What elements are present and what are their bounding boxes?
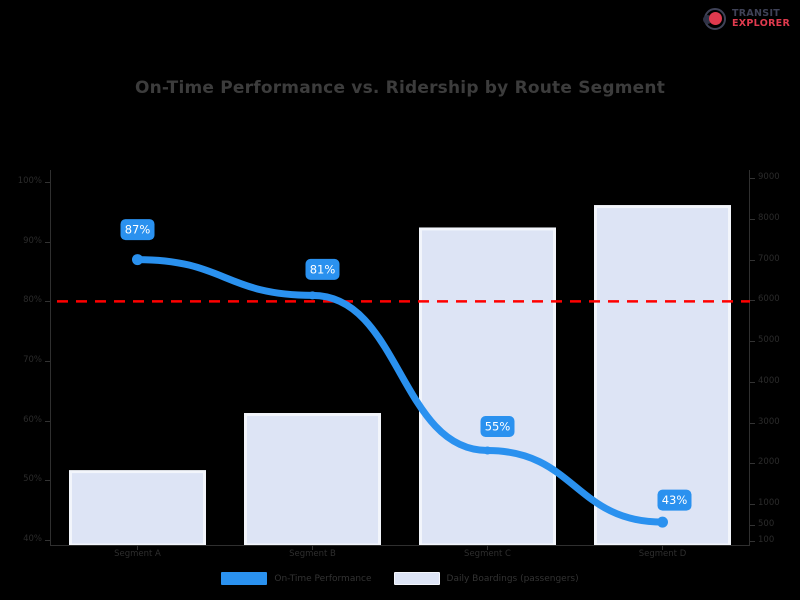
y-left-tick-mark-2 bbox=[45, 241, 50, 243]
y-left-tick-label-4: 70% bbox=[23, 355, 42, 365]
y-left-tick-label-1: 100% bbox=[17, 176, 42, 186]
data-label-badge-4: 43% bbox=[657, 489, 692, 511]
y-left-tick-mark-3 bbox=[45, 301, 50, 303]
bar-2 bbox=[244, 413, 381, 545]
y-right-tick-mark-6 bbox=[750, 381, 755, 383]
x-tick-label-1: Segment A bbox=[114, 549, 161, 559]
brand-logo-wordmark: TRANSIT EXPLORER bbox=[732, 9, 790, 29]
badge-text-2: 81% bbox=[310, 262, 336, 276]
bar-series-group bbox=[69, 205, 731, 545]
y-left-tick-mark-7 bbox=[45, 540, 50, 541]
x-axis-line bbox=[50, 545, 750, 546]
x-tick-label-2: Segment B bbox=[289, 549, 336, 559]
data-label-badge-3: 55% bbox=[480, 416, 515, 437]
legend-label-line: On-Time Performance bbox=[274, 573, 372, 584]
bar-1 bbox=[69, 470, 206, 545]
x-tick-mark-1 bbox=[137, 545, 138, 550]
y-right-tick-label-7: 3000 bbox=[758, 416, 780, 427]
x-tick-label-3: Segment C bbox=[464, 549, 511, 559]
line-series-group bbox=[132, 254, 668, 528]
y-left-tick-label-7: 40% bbox=[23, 534, 42, 544]
data-label-group: 87% 81% 55% 43% bbox=[120, 219, 692, 511]
badge-text-1: 87% bbox=[125, 223, 151, 237]
y-right-tick-mark-8 bbox=[750, 463, 755, 465]
y-left-tick-label-5: 60% bbox=[23, 414, 42, 425]
y-right-tick-label-1: 9000 bbox=[758, 172, 780, 182]
x-tick-mark-2 bbox=[312, 545, 313, 550]
y-right-tick-label-4: 6000 bbox=[758, 294, 780, 305]
legend-item-bar[interactable]: Daily Boardings (passengers) bbox=[393, 572, 579, 585]
data-label-badge-1: 87% bbox=[120, 219, 155, 241]
legend-swatch-line bbox=[221, 572, 268, 585]
circle-logo-icon bbox=[702, 6, 728, 32]
badge-bg-4 bbox=[657, 489, 692, 511]
chart-legend: On-Time Performance Daily Boardings (pas… bbox=[0, 572, 800, 585]
x-tick-mark-3 bbox=[487, 545, 488, 550]
plot-svg: 87% 81% 55% 43% bbox=[50, 205, 750, 545]
y-right-tick-mark-1 bbox=[750, 178, 755, 179]
badge-bg-3 bbox=[480, 416, 515, 437]
line-marker-3 bbox=[483, 446, 492, 455]
y-right-tick-mark-9 bbox=[750, 504, 755, 506]
x-tick-label-4: Segment D bbox=[638, 549, 687, 559]
y-left-tick-mark-4 bbox=[45, 361, 50, 362]
y-left-tick-label-3: 80% bbox=[23, 295, 42, 306]
legend-swatch-bar bbox=[393, 572, 440, 585]
y-left-tick-label-2: 90% bbox=[23, 235, 42, 246]
y-right-tick-label-2: 8000 bbox=[758, 212, 780, 223]
line-marker-1 bbox=[132, 254, 143, 266]
y-right-tick-label-11: 100 bbox=[758, 534, 775, 545]
line-marker-2 bbox=[308, 291, 317, 300]
y-left-tick-mark-6 bbox=[45, 480, 50, 482]
y-axis-left-line bbox=[50, 170, 51, 545]
y-right-tick-label-9: 1000 bbox=[758, 498, 780, 509]
badge-bg-1 bbox=[120, 219, 155, 241]
bar-3 bbox=[419, 227, 556, 545]
x-tick-mark-4 bbox=[662, 545, 663, 550]
y-right-tick-mark-10 bbox=[750, 524, 755, 526]
y-right-tick-label-5: 5000 bbox=[758, 335, 780, 346]
line-marker-4 bbox=[657, 516, 668, 528]
brand-logo-line2: EXPLORER bbox=[732, 18, 791, 29]
y-left-tick-mark-5 bbox=[45, 420, 50, 422]
plot-area: 87% 81% 55% 43% bbox=[50, 170, 750, 545]
legend-item-line[interactable]: On-Time Performance bbox=[221, 572, 372, 585]
y-right-tick-mark-3 bbox=[750, 259, 755, 261]
y-right-tick-mark-11 bbox=[750, 540, 755, 542]
y-right-tick-mark-5 bbox=[750, 341, 755, 343]
brand-logo-line1: TRANSIT bbox=[732, 8, 781, 20]
brand-logo: TRANSIT EXPLORER bbox=[702, 4, 794, 34]
y-left-tick-label-6: 50% bbox=[23, 474, 42, 485]
y-axis-right-line bbox=[749, 170, 750, 545]
data-label-badge-2: 81% bbox=[305, 258, 340, 280]
bar-4 bbox=[594, 205, 731, 545]
badge-text-3: 55% bbox=[485, 420, 511, 434]
y-right-tick-label-8: 2000 bbox=[758, 457, 780, 468]
y-right-tick-mark-2 bbox=[750, 218, 755, 220]
performance-line bbox=[134, 256, 666, 526]
y-right-tick-mark-4 bbox=[750, 300, 755, 302]
y-right-tick-label-10: 500 bbox=[758, 518, 775, 529]
badge-text-4: 43% bbox=[662, 493, 688, 507]
badge-bg-2 bbox=[305, 258, 340, 280]
y-left-tick-mark-1 bbox=[45, 182, 50, 183]
y-right-tick-label-3: 7000 bbox=[758, 253, 780, 264]
y-right-tick-mark-7 bbox=[750, 422, 755, 424]
y-right-tick-label-6: 4000 bbox=[758, 375, 780, 386]
chart-title: On-Time Performance vs. Ridership by Rou… bbox=[134, 78, 666, 98]
legend-label-bar: Daily Boardings (passengers) bbox=[446, 573, 579, 584]
